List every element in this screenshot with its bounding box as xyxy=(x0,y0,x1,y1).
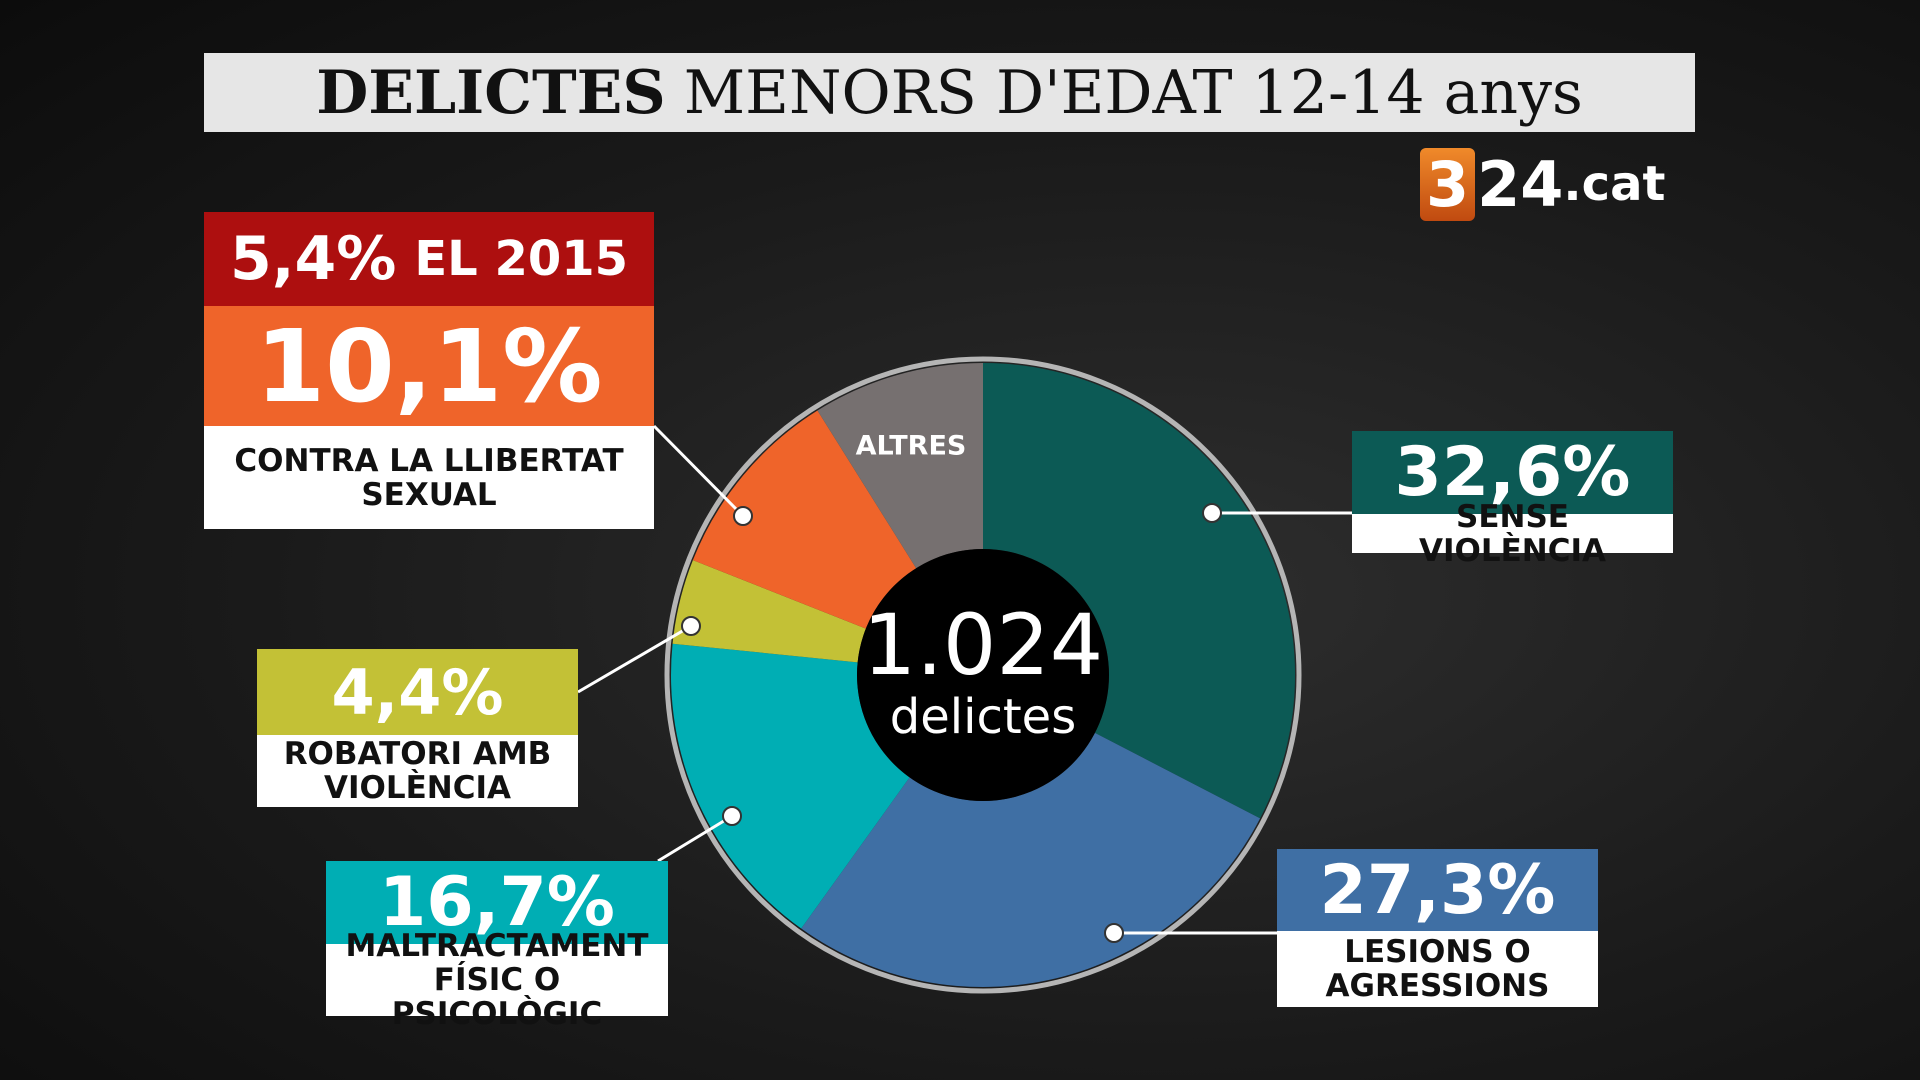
leader-line xyxy=(652,424,745,518)
value-label: 10,1% xyxy=(204,306,654,426)
leader-dot xyxy=(733,506,753,526)
title-bold: DELICTES xyxy=(316,57,666,128)
annotation-text: EL 2015 xyxy=(414,231,629,287)
logo-mark: 3 xyxy=(1420,147,1476,221)
slice xyxy=(817,363,983,569)
leader-dot xyxy=(1202,503,1222,523)
logo: 3 24 .cat xyxy=(1420,147,1665,221)
slice xyxy=(671,643,910,929)
label-card: 10,1% CONTRA LA LLIBERTAT SEXUAL xyxy=(204,306,654,529)
leader-dot xyxy=(681,616,701,636)
annotation: 5,4% EL 2015 xyxy=(204,212,654,306)
value-label: 27,3% xyxy=(1277,849,1598,931)
slice xyxy=(672,560,866,663)
label-card: 4,4% ROBATORI AMB VIOLÈNCIA xyxy=(257,649,578,807)
title: MENORS D'EDAT 12-14 anys xyxy=(683,57,1583,128)
label-card: 16,7% MALTRACTAMENT FÍSIC O PSICOLÒGIC xyxy=(326,861,668,1031)
category-label: SENSE VIOLÈNCIA xyxy=(1352,500,1673,568)
total: 1.024 xyxy=(862,596,1104,694)
category-label: LESIONS O AGRESSIONS xyxy=(1277,931,1598,1007)
value-label: 16,7% xyxy=(326,861,668,944)
ring-outline xyxy=(664,356,1302,994)
value-label: 32,6% xyxy=(1352,431,1673,514)
leader-dot xyxy=(722,806,742,826)
label-card: 27,3% LESIONS O AGRESSIONS xyxy=(1277,849,1598,1007)
center-label: 1.024 delictes xyxy=(858,600,1108,744)
logo-text: 24 xyxy=(1477,147,1564,221)
slice-label: ALTRES xyxy=(856,431,967,462)
label-card: 32,6% SENSE VIOLÈNCIA xyxy=(1352,431,1673,568)
hole xyxy=(857,549,1109,801)
leader-line xyxy=(577,624,692,694)
logo-domain: .cat xyxy=(1563,156,1666,212)
title-bar: DELICTES MENORS D'EDAT 12-14 anys xyxy=(204,53,1695,132)
slice xyxy=(983,363,1296,819)
value-label: 4,4% xyxy=(257,649,578,735)
slice xyxy=(692,410,917,629)
total-unit: delictes xyxy=(889,689,1077,745)
leader-line xyxy=(657,814,733,863)
leader-dot xyxy=(1104,923,1124,943)
category-label: CONTRA LA LLIBERTAT SEXUAL xyxy=(204,426,654,529)
slice xyxy=(801,732,1261,988)
category-label: MALTRACTAMENT FÍSIC O PSICOLÒGIC xyxy=(326,929,668,1031)
category-label: ROBATORI AMB VIOLÈNCIA xyxy=(257,735,578,807)
annotation-value: 5,4% xyxy=(229,224,397,294)
